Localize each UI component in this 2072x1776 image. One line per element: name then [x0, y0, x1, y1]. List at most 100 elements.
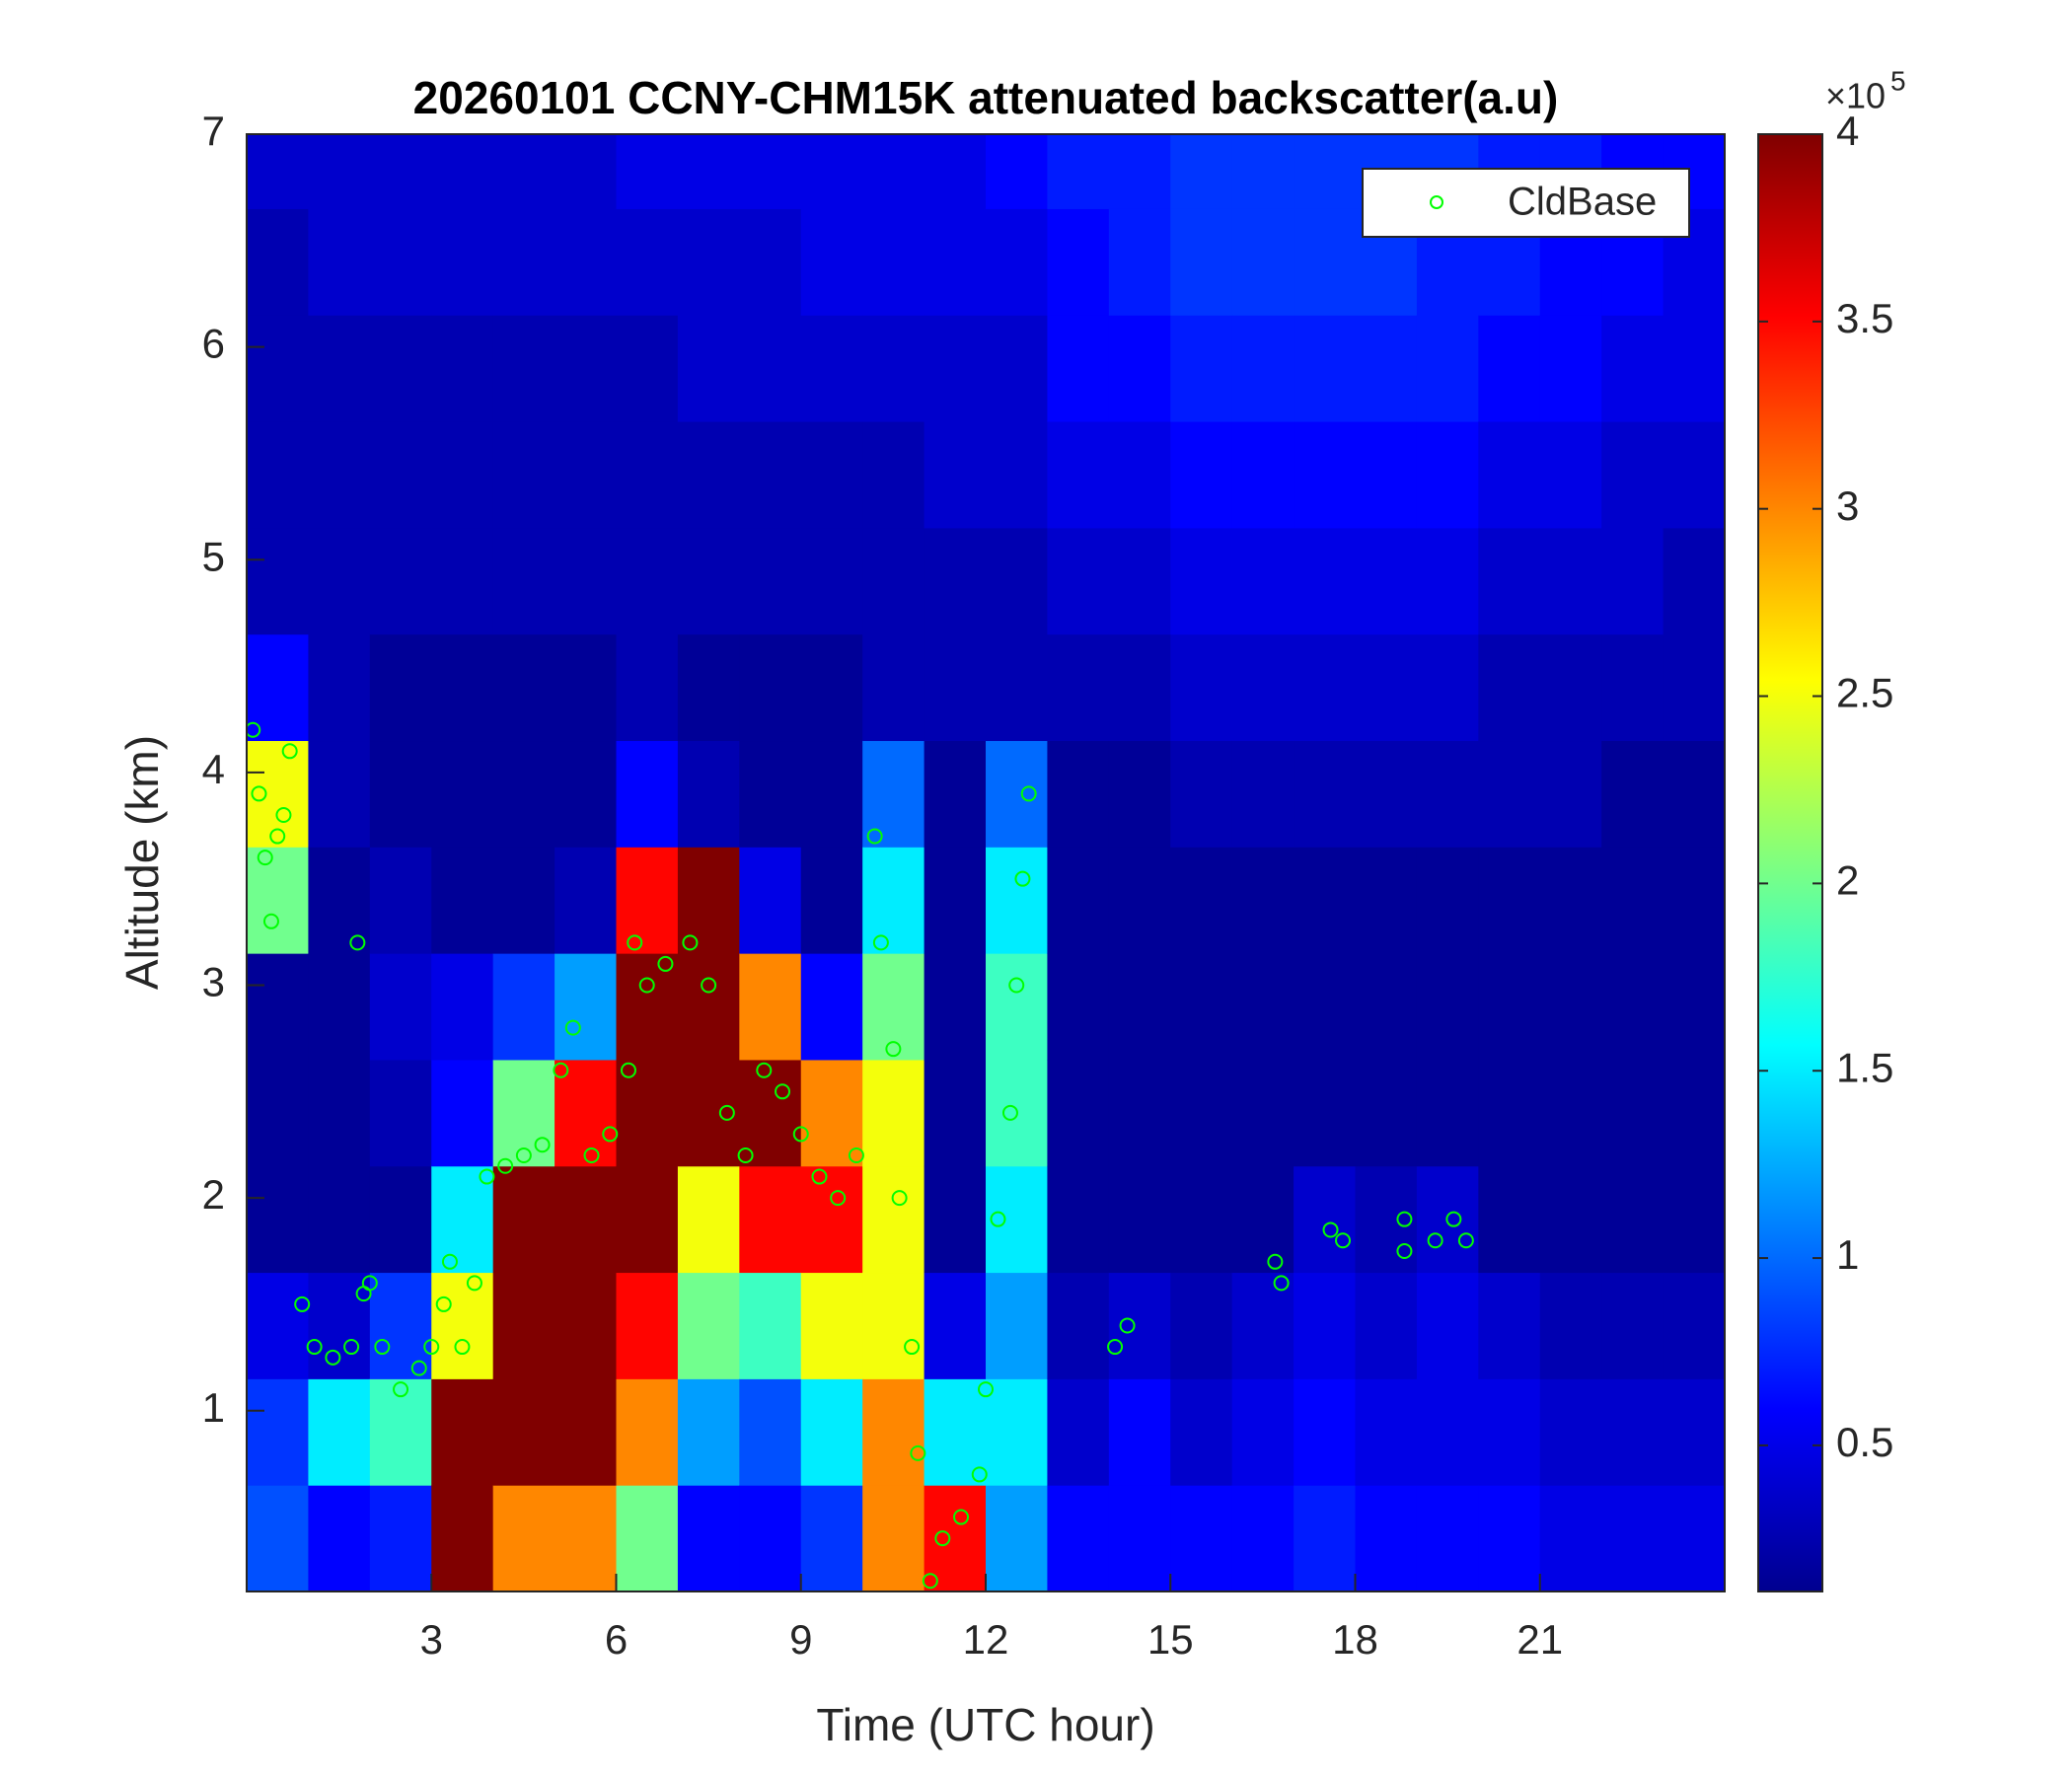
cloud-base-point [866, 828, 883, 845]
y-tick-label: 5 [202, 533, 225, 579]
heatmap-cell [1231, 1059, 1295, 1167]
heatmap-cell [986, 1272, 1048, 1379]
heatmap-cell [1478, 315, 1541, 422]
heatmap-cell [1663, 1485, 1725, 1591]
heatmap-cell [431, 208, 494, 316]
heatmap-cell [247, 421, 309, 529]
cloud-base-point [934, 1530, 951, 1547]
cloud-base-point [1427, 1232, 1443, 1249]
heatmap-cell [431, 847, 494, 954]
heatmap-cell [1416, 1272, 1479, 1379]
heatmap-cell [1231, 1378, 1295, 1486]
heatmap-cell [616, 633, 679, 742]
heatmap-cell [1170, 740, 1233, 848]
heatmap-cell [1478, 633, 1541, 742]
heatmap-cell [924, 1485, 987, 1591]
cloud-base-point [1396, 1211, 1413, 1227]
heatmap-cell [1663, 847, 1725, 954]
heatmap-cell [1416, 1485, 1479, 1591]
heatmap-cell [616, 1485, 679, 1591]
heatmap-cell [1355, 315, 1418, 422]
legend: CldBase [1362, 168, 1690, 238]
heatmap-cell [1108, 1059, 1171, 1167]
heatmap-cell [1294, 740, 1356, 848]
cloud-base-point [1445, 1211, 1462, 1227]
heatmap-cell [1539, 315, 1602, 422]
heatmap-cell [616, 847, 679, 954]
heatmap-cell [1294, 208, 1356, 316]
heatmap-cell [308, 134, 371, 209]
heatmap-cell [1294, 953, 1356, 1061]
heatmap-cell [739, 1165, 802, 1274]
y-tick-label: 3 [202, 959, 225, 1005]
x-axis-label: Time (UTC hour) [816, 1699, 1154, 1750]
heatmap-cell [492, 134, 555, 209]
heatmap-cell [800, 740, 863, 848]
heatmap-cell [677, 740, 740, 848]
heatmap-cell [924, 1165, 987, 1274]
heatmap-cell [1108, 421, 1171, 529]
heatmap-cell [1601, 315, 1665, 422]
x-tick-label: 3 [420, 1616, 443, 1663]
heatmap-cell [1663, 740, 1725, 848]
heatmap-cell [247, 1059, 309, 1167]
heatmap-cell [1231, 740, 1295, 848]
heatmap-cell [677, 208, 740, 316]
heatmap-cell [492, 953, 555, 1061]
y-tick-label: 7 [202, 108, 225, 154]
heatmap-cell [1047, 847, 1110, 954]
heatmap-cell [1663, 1378, 1725, 1486]
heatmap-cell [431, 740, 494, 848]
heatmap-cell [1601, 847, 1665, 954]
cloud-base-point [701, 977, 717, 994]
heatmap-cell [1170, 1272, 1233, 1379]
cloud-base-point [361, 1275, 378, 1292]
heatmap-cell [924, 1059, 987, 1167]
heatmap-cell [1108, 527, 1171, 635]
cloud-base-point [904, 1339, 921, 1356]
cloud-base-point [466, 1275, 482, 1292]
heatmap-cell [492, 740, 555, 848]
heatmap-cell [247, 1485, 309, 1591]
heatmap-cell [1355, 633, 1418, 742]
heatmap-cell [800, 633, 863, 742]
heatmap-cell [308, 633, 371, 742]
cloud-base-point [1119, 1317, 1136, 1334]
heatmap-cell [492, 1378, 555, 1486]
heatmap-cell [1231, 134, 1295, 209]
heatmap-cell [862, 134, 925, 209]
cloud-base-point [281, 743, 298, 760]
heatmap-cell [308, 1165, 371, 1274]
y-tick-label: 4 [202, 746, 225, 792]
heatmap-cell [616, 527, 679, 635]
heatmap-cell [739, 421, 802, 529]
cloud-base-point [602, 1126, 619, 1143]
heatmap-cell [800, 953, 863, 1061]
heatmap-cell [924, 740, 987, 848]
heatmap-cell [492, 315, 555, 422]
heatmap-cell [1478, 1059, 1541, 1167]
heatmap-cell [1047, 953, 1110, 1061]
heatmap-cell [1108, 1165, 1171, 1274]
cloud-base-point [454, 1339, 471, 1356]
heatmap-cell [739, 1272, 802, 1379]
heatmap-cell [247, 315, 309, 422]
heatmap-cell [1355, 1272, 1418, 1379]
heatmap-cell [1601, 1485, 1665, 1591]
heatmap-cell [1170, 847, 1233, 954]
heatmap-cell [1108, 1485, 1171, 1591]
heatmap-cell [986, 527, 1048, 635]
cloud-base-point [275, 806, 292, 823]
heatmap-cell [1478, 421, 1541, 529]
heatmap-cell [1539, 1272, 1602, 1379]
heatmap-cell [1539, 527, 1602, 635]
heatmap-cell [862, 1485, 925, 1591]
heatmap-cell [924, 208, 987, 316]
heatmap-cell [1416, 527, 1479, 635]
heatmap-cell [1047, 1165, 1110, 1274]
heatmap-cell [986, 208, 1048, 316]
cloud-base-point [922, 1573, 938, 1590]
cloud-base-point [872, 934, 889, 951]
heatmap-cell [800, 421, 863, 529]
colorbar-exponent: 5 [1890, 65, 1906, 96]
